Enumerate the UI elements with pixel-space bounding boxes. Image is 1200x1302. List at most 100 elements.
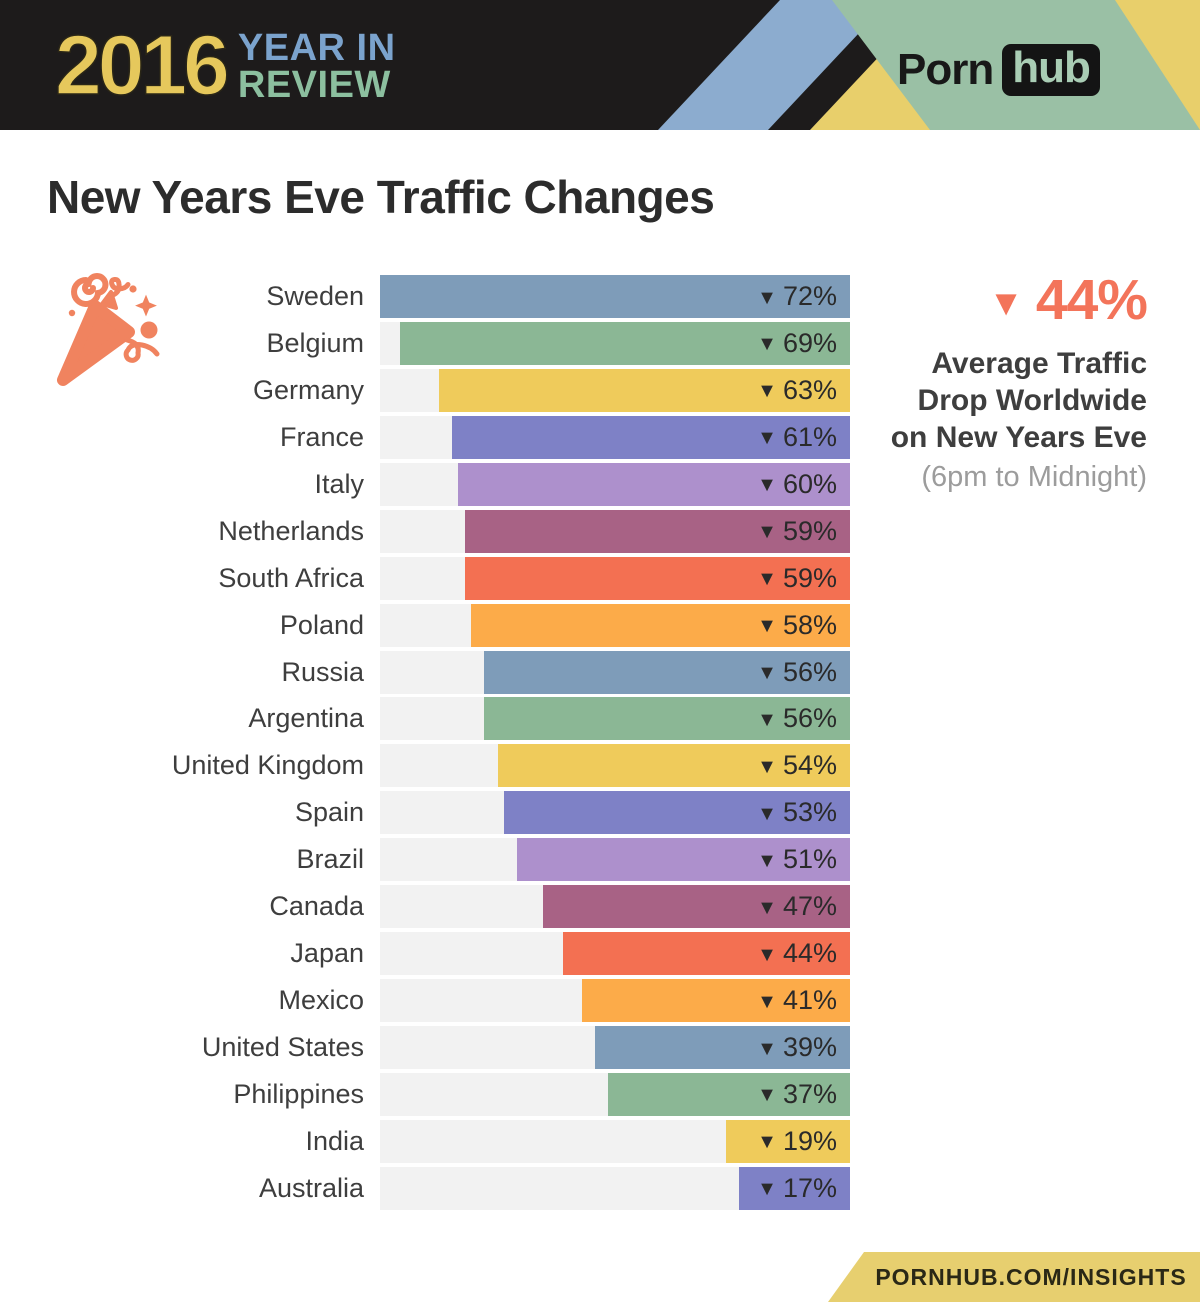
bar: ▼ 54% — [497, 744, 850, 788]
bar-value-label: 56% — [782, 703, 837, 734]
bar-row: Mexico ▼ 41% — [0, 979, 850, 1023]
down-triangle-icon: ▼ — [757, 474, 777, 497]
bar-row: Australia ▼ 17% — [0, 1166, 850, 1210]
bar-chart: Sweden ▼ 72% Belgium ▼ 69% Germany — [0, 275, 850, 1210]
bar-value-label: 51% — [782, 844, 837, 875]
summary-headline: ▼ 44% — [827, 268, 1148, 332]
country-label: Poland — [279, 609, 364, 640]
bar-row: Sweden ▼ 72% — [0, 275, 850, 318]
down-triangle-icon: ▼ — [757, 568, 777, 591]
summary-timeframe: (6pm to Midnight) — [921, 461, 1147, 493]
down-triangle-icon: ▼ — [757, 615, 777, 638]
bar-row: France ▼ 61% — [0, 415, 850, 459]
bar-track: ▼ 58% — [380, 603, 850, 647]
bar-track: ▼ 51% — [380, 838, 850, 882]
bar-track: ▼ 72% — [380, 275, 850, 318]
down-triangle-icon: ▼ — [757, 896, 777, 919]
bar: ▼ 72% — [380, 275, 850, 318]
bar-track: ▼ 59% — [380, 509, 850, 553]
bar-row: Poland ▼ 58% — [0, 603, 850, 647]
bar: ▼ 56% — [484, 650, 850, 694]
bar-row: Italy ▼ 60% — [0, 462, 850, 506]
country-label: Mexico — [278, 985, 364, 1016]
insights-url: PORNHUB.COM/INSIGHTS — [875, 1263, 1187, 1290]
bar-track: ▼ 53% — [380, 791, 850, 835]
bar: ▼ 39% — [595, 1026, 850, 1069]
bar-track: ▼ 56% — [380, 697, 850, 741]
bar-value-label: 59% — [782, 515, 837, 546]
bar-value-label: 37% — [782, 1078, 837, 1109]
bar: ▼ 56% — [484, 697, 850, 741]
bar-value-label: 54% — [782, 750, 837, 781]
down-triangle-icon: ▼ — [757, 1178, 777, 1201]
bar: ▼ 59% — [464, 556, 850, 600]
country-label: Sweden — [266, 281, 364, 311]
bar-value-label: 72% — [782, 281, 837, 311]
bar-row: Brazil ▼ 51% — [0, 838, 850, 882]
header-banner: 2016 YEAR IN REVIEW Porn hub — [0, 0, 1200, 130]
bar-row: United Kingdom ▼ 54% — [0, 744, 850, 788]
bar-track: ▼ 41% — [380, 979, 850, 1023]
bar-row: Philippines ▼ 37% — [0, 1072, 850, 1116]
down-triangle-icon: ▼ — [757, 1131, 777, 1154]
country-label: United States — [201, 1032, 364, 1062]
summary-value: 44% — [1035, 268, 1148, 332]
bar-value-label: 44% — [782, 938, 837, 969]
bar-row: Russia ▼ 56% — [0, 650, 850, 694]
bar: ▼ 44% — [562, 932, 850, 976]
country-label: Argentina — [248, 703, 364, 734]
down-triangle-icon: ▼ — [757, 708, 777, 731]
bar: ▼ 19% — [725, 1119, 850, 1163]
bar-value-label: 69% — [782, 327, 837, 358]
bar-row: Netherlands ▼ 59% — [0, 509, 850, 553]
down-triangle-icon: ▼ — [757, 802, 777, 825]
down-triangle-icon: ▼ — [757, 333, 777, 356]
bar-value-label: 19% — [782, 1125, 837, 1156]
country-label: United Kingdom — [171, 750, 364, 781]
bar: ▼ 41% — [582, 979, 850, 1023]
bar-value-label: 61% — [782, 421, 837, 452]
country-label: India — [305, 1125, 364, 1156]
country-label: Spain — [294, 797, 364, 828]
bar-row: Spain ▼ 53% — [0, 791, 850, 835]
bar-row: Germany ▼ 63% — [0, 368, 850, 412]
bar: ▼ 51% — [517, 838, 850, 882]
bar-track: ▼ 69% — [380, 321, 850, 365]
bar-track: ▼ 47% — [380, 885, 850, 929]
party-popper-icon — [57, 273, 160, 386]
country-label: Brazil — [296, 844, 364, 875]
bar: ▼ 69% — [399, 321, 850, 365]
down-triangle-icon: ▼ — [757, 1084, 777, 1107]
bar-track: ▼ 17% — [380, 1166, 850, 1210]
bar: ▼ 47% — [543, 885, 850, 929]
bar-value-label: 41% — [782, 985, 837, 1016]
bar: ▼ 63% — [438, 368, 850, 412]
country-label: Philippines — [233, 1078, 364, 1109]
down-triangle-icon: ▼ — [757, 427, 777, 450]
down-triangle-icon: ▼ — [757, 990, 777, 1013]
bar-track: ▼ 54% — [380, 744, 850, 788]
year-in-review-text: YEAR IN REVIEW — [237, 26, 396, 106]
bar: ▼ 17% — [739, 1166, 850, 1210]
bar-value-label: 53% — [782, 797, 837, 828]
country-label: Italy — [314, 468, 364, 499]
bar: ▼ 61% — [451, 415, 850, 459]
bar-row: Canada ▼ 47% — [0, 885, 850, 929]
worldwide-summary: ▼ 44% Average Traffic Drop Worldwide on … — [827, 268, 1148, 494]
down-triangle-icon: ▼ — [757, 1037, 777, 1060]
bar-value-label: 56% — [782, 656, 837, 687]
bar-track: ▼ 63% — [380, 368, 850, 412]
bar-value-label: 59% — [782, 562, 837, 593]
bar-value-label: 63% — [782, 374, 837, 405]
country-label: Canada — [269, 891, 364, 922]
bar: ▼ 53% — [504, 791, 850, 835]
summary-caption: Average Traffic Drop Worldwide on New Ye… — [890, 347, 1147, 454]
bar-track: ▼ 59% — [380, 556, 850, 600]
country-label: Belgium — [266, 327, 364, 358]
down-triangle-icon: ▼ — [988, 281, 1024, 323]
year-text: 2016 — [54, 18, 230, 112]
down-triangle-icon: ▼ — [757, 662, 777, 684]
year-in-review-logo: 2016 YEAR IN REVIEW — [54, 0, 396, 130]
country-label: South Africa — [218, 562, 364, 593]
